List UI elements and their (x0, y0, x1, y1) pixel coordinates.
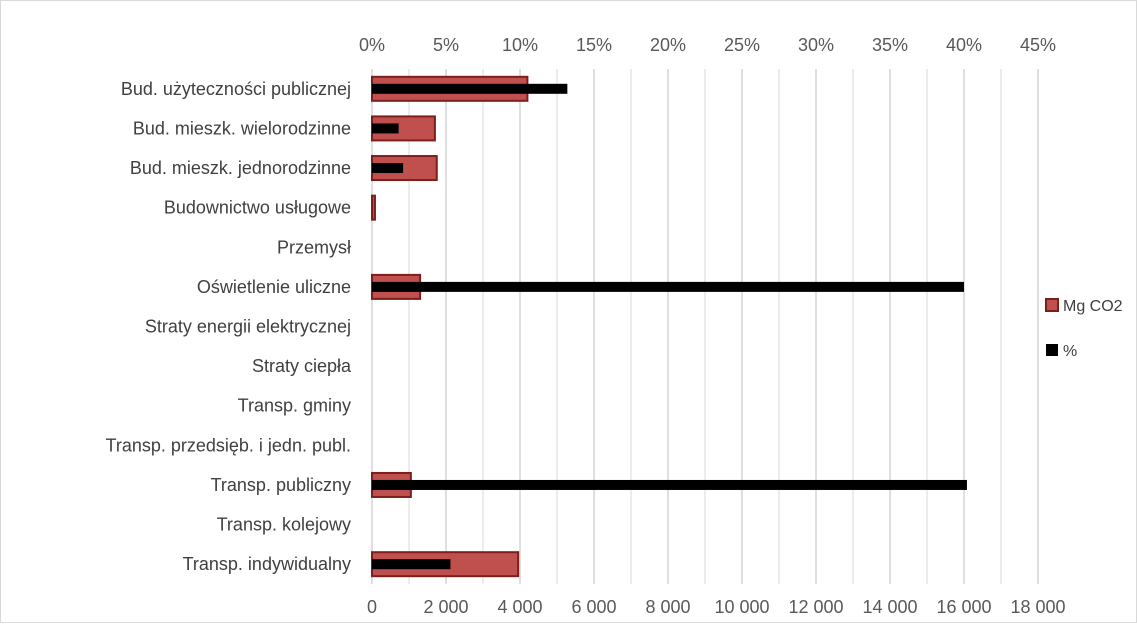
bar-percent (372, 83, 568, 94)
bar-percent (372, 479, 967, 490)
category-label: Transp. publiczny (211, 475, 351, 495)
top-tick-label: 40% (946, 35, 982, 55)
category-label: Transp. kolejowy (217, 515, 351, 535)
legend-swatch-mg-co2 (1045, 298, 1059, 312)
category-label: Straty ciepła (252, 356, 352, 376)
legend-label-mg-co2: Mg CO2 (1063, 298, 1123, 315)
bottom-tick-label: 4 000 (497, 597, 542, 617)
category-label: Bud. mieszk. jednorodzinne (130, 158, 351, 178)
bottom-tick-label: 6 000 (571, 597, 616, 617)
category-label: Bud. mieszk. wielorodzinne (133, 118, 351, 138)
grid (371, 69, 1039, 584)
top-tick-label: 0% (359, 35, 385, 55)
top-tick-label: 35% (872, 35, 908, 55)
top-tick-label: 30% (798, 35, 834, 55)
top-tick-label: 20% (650, 35, 686, 55)
bottom-tick-label: 2 000 (423, 597, 468, 617)
category-label: Oświetlenie uliczne (197, 277, 351, 297)
series-mg-co2 (371, 75, 529, 578)
bottom-axis: 0 2 000 4 000 6 000 8 000 10 000 12 000 14 000 1… (367, 597, 1066, 617)
bottom-tick-label: 12 000 (788, 597, 843, 617)
category-label: Transp. gminy (238, 396, 351, 416)
bottom-tick-label: 16 000 (936, 597, 991, 617)
category-label: Bud. użyteczności publicznej (121, 79, 351, 99)
bottom-tick-label: 10 000 (714, 597, 769, 617)
category-label: Transp. indywidualny (183, 554, 351, 574)
category-label: Przemysł (277, 237, 351, 257)
top-tick-label: 15% (576, 35, 612, 55)
bottom-tick-label: 18 000 (1010, 597, 1065, 617)
legend-label-percent: % (1063, 343, 1077, 360)
legend-swatch-percent (1046, 344, 1058, 356)
bottom-tick-label: 0 (367, 597, 377, 617)
category-label: Budownictwo usługowe (164, 198, 351, 218)
top-tick-label: 5% (433, 35, 459, 55)
top-axis: 0% 5% 10% 15% 20% 25% 30% 35% 40% 45% (359, 35, 1056, 55)
top-tick-label: 10% (502, 35, 538, 55)
category-axis: Bud. użyteczności publicznej Bud. mieszk.… (106, 79, 352, 574)
bar-percent (372, 559, 451, 570)
legend: Mg CO2 % (1045, 298, 1123, 360)
category-label: Transp. przedsięb. i jedn. publ. (106, 435, 351, 455)
top-tick-label: 25% (724, 35, 760, 55)
series-percent (372, 83, 967, 570)
bar-percent (372, 281, 964, 292)
bar-mg-co2 (371, 194, 376, 221)
bottom-tick-label: 8 000 (645, 597, 690, 617)
category-label: Straty energii elektrycznej (145, 317, 351, 337)
bar-percent (372, 163, 404, 174)
top-tick-label: 45% (1020, 35, 1056, 55)
bottom-tick-label: 14 000 (862, 597, 917, 617)
bar-percent (372, 123, 399, 134)
